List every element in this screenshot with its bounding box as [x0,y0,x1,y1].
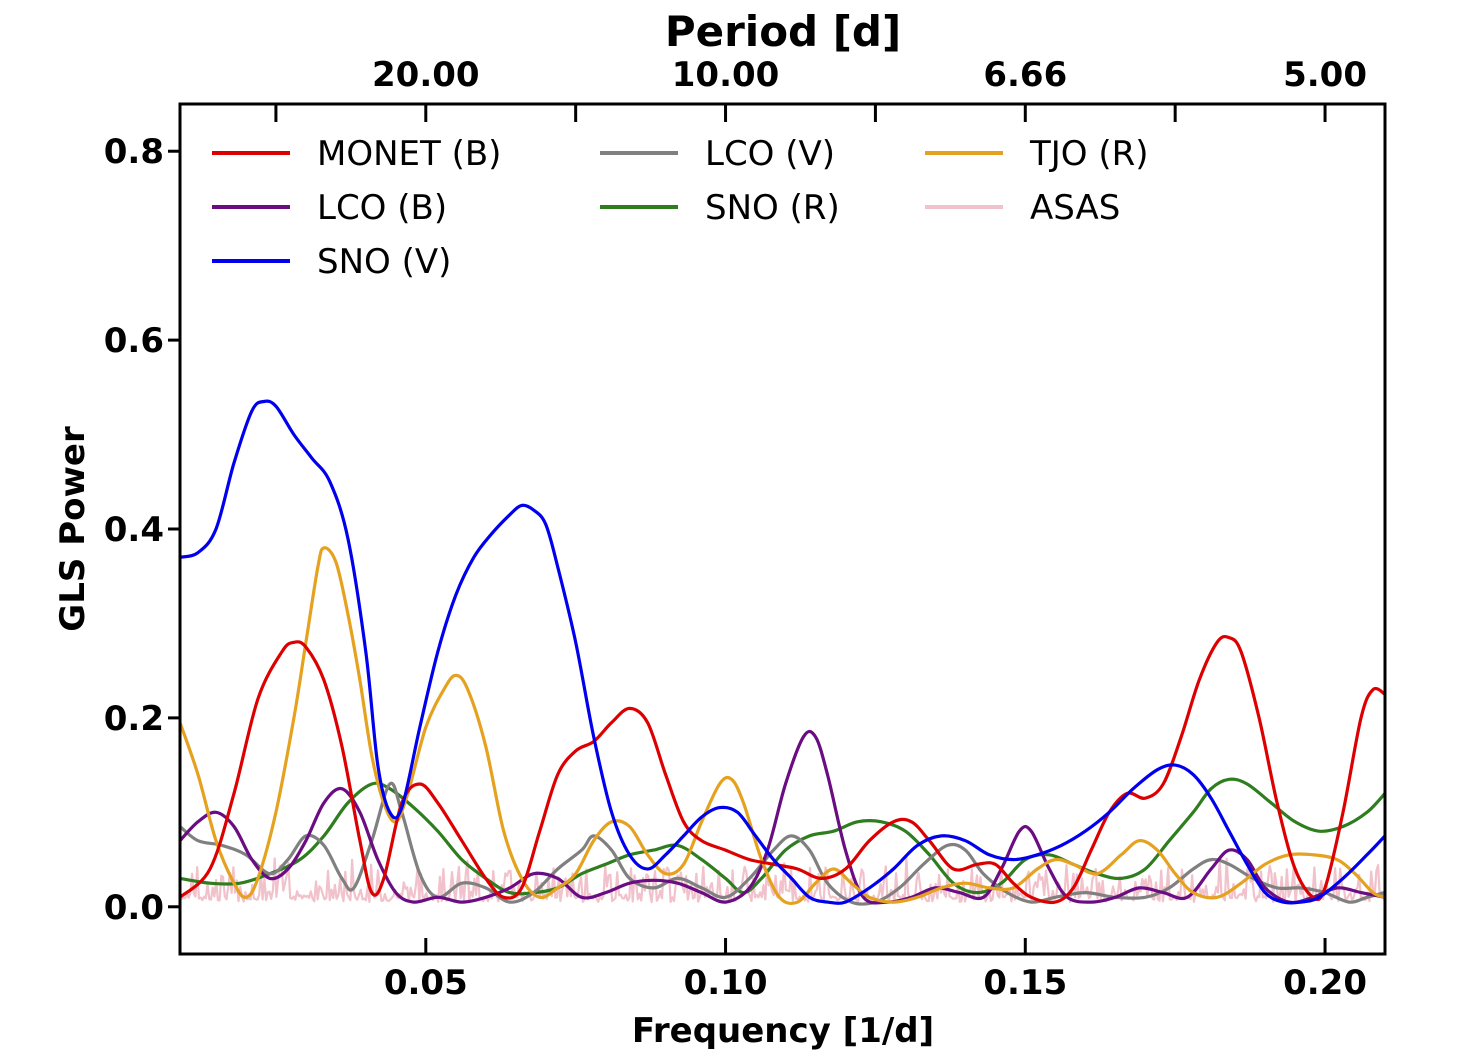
legend: MONET (B) LCO (B) SNO (V) LCO (V) SNO (R) TJO… [212,134,1149,282]
legend-label: LCO (B) [317,188,447,228]
series-monet-b [180,634,1385,905]
top-tick-label: 6.66 [983,55,1067,95]
legend-entry: SNO (V) [212,242,451,282]
series-sno-v [180,399,1385,905]
y-tick-label: 0.0 [104,888,164,928]
legend-entry: LCO (V) [600,134,835,174]
top-axis-title: Period [d] [665,7,901,56]
x-tick-label: 0.20 [1283,963,1367,1003]
legend-label: TJO (R) [1029,134,1149,174]
y-tick-label: 0.4 [104,510,164,550]
top-tick-label: 5.00 [1283,55,1367,95]
y-tick-label: 0.2 [104,699,164,739]
tick-layer: 0.05 0.10 0.15 0.20 0.0 0.2 0.4 0.6 0.8 20.00 10.0… [104,55,1367,1003]
series-lco-b [180,729,1385,905]
top-tick-label: 10.00 [672,55,780,95]
y-axis-title: GLS Power [53,426,93,632]
legend-entry: ASAS [925,188,1120,228]
legend-entry: SNO (R) [600,188,840,228]
series-sno-r [180,777,1385,896]
legend-entry: MONET (B) [212,134,501,174]
y-tick-label: 0.6 [104,321,164,361]
top-tick-label: 20.00 [372,55,480,95]
legend-label: LCO (V) [705,134,835,174]
legend-entry: TJO (R) [925,134,1149,174]
legend-label: ASAS [1030,188,1120,228]
x-tick-label: 0.05 [384,963,468,1003]
legend-label: SNO (R) [705,188,840,228]
series-layer [180,399,1385,906]
y-tick-label: 0.8 [104,132,164,172]
legend-entry: LCO (B) [212,188,447,228]
x-tick-label: 0.10 [684,963,768,1003]
legend-label: MONET (B) [317,134,501,174]
legend-label: SNO (V) [317,242,451,282]
series-tjo-r [180,546,1385,906]
plot-frame [178,102,1387,956]
x-axis-title: Frequency [1/d] [632,1011,934,1051]
series-lco-v [180,781,1385,906]
x-tick-label: 0.15 [983,963,1067,1003]
